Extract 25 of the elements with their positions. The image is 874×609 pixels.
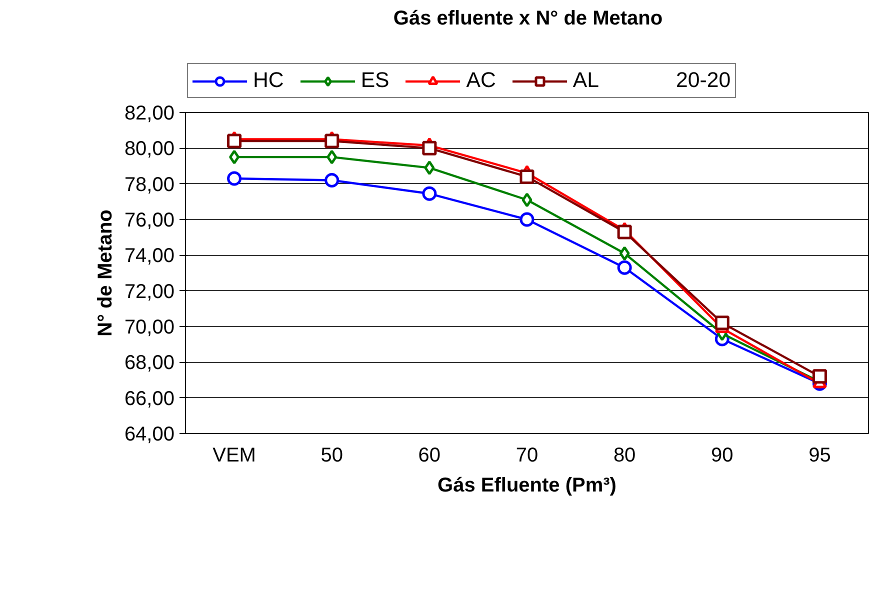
y-tick-label: 82,00 xyxy=(124,102,175,124)
x-tick-label: 50 xyxy=(320,444,343,466)
y-tick-label: 70,00 xyxy=(124,316,175,338)
y-tick-label: 80,00 xyxy=(124,138,175,160)
y-tick-label: 74,00 xyxy=(124,245,175,268)
x-tick-label: 95 xyxy=(808,444,831,466)
y-axis-title: N° de Metano xyxy=(94,210,116,336)
y-tick-label: 66,00 xyxy=(124,388,175,410)
y-tick-label: 64,00 xyxy=(124,424,175,446)
chart-title: Gás efluente x N° de Metano xyxy=(393,8,663,30)
y-tick-label: 72,00 xyxy=(124,280,175,303)
x-axis-title: Gás Efluente (Pm³) xyxy=(438,474,616,496)
text: 20-20 xyxy=(676,68,731,93)
x-tick-label: 90 xyxy=(711,444,734,466)
x-tick-label: 70 xyxy=(516,444,538,466)
legend-label: AL xyxy=(572,68,599,93)
legend-label: ES xyxy=(360,68,390,93)
x-tick-label: 80 xyxy=(613,444,636,466)
x-tick-label: 60 xyxy=(418,444,441,466)
y-tick-label: 68,00 xyxy=(124,352,175,374)
legend-label: HC xyxy=(253,68,284,93)
y-tick-label: 78,00 xyxy=(124,174,175,196)
legend-label: AC xyxy=(466,68,496,93)
y-tick-label: 76,00 xyxy=(124,210,175,232)
x-tick-label: VEM xyxy=(212,444,256,466)
